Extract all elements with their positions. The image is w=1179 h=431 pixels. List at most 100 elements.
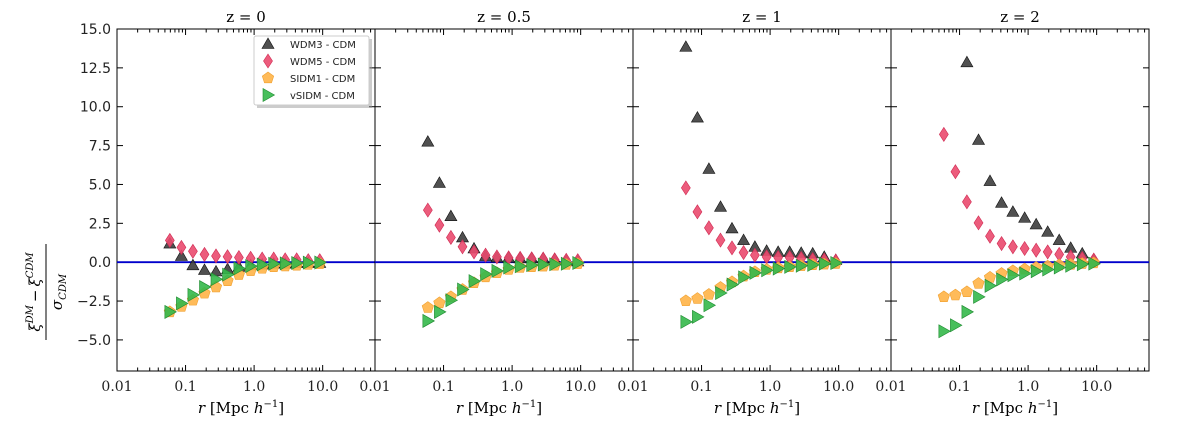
series-sidm1-cdm (937, 256, 1100, 303)
y-tick-label: 10.0 (80, 100, 111, 116)
data-point (291, 255, 304, 270)
data-point (938, 126, 949, 142)
data-point (692, 309, 705, 324)
data-point (971, 133, 986, 145)
data-point (738, 270, 751, 285)
data-point (197, 263, 212, 275)
data-point (446, 229, 456, 246)
data-point (1053, 260, 1067, 275)
y-axis-label: ξDM−ξCDM σCDM (25, 244, 69, 340)
x-axis-label: r [Mpc h−1] (714, 399, 800, 417)
legend-item: WDM5 - CDM (263, 53, 356, 69)
data-point (1042, 244, 1053, 260)
ylabel-sigma: σ (48, 299, 66, 310)
data-point (984, 278, 998, 293)
series-wdm5-cdm (422, 202, 583, 269)
data-point (469, 244, 479, 260)
x-axis-label: r [Mpc h−1] (456, 399, 542, 417)
data-point (245, 259, 258, 274)
y-tick-label: 2.5 (89, 216, 111, 232)
data-point (444, 209, 458, 221)
data-point (199, 246, 210, 262)
data-point (737, 233, 751, 245)
axes-frame (890, 28, 1150, 372)
y-tick-label: 0.0 (89, 255, 111, 271)
x-tick-label: 0.01 (359, 379, 390, 395)
data-point (727, 240, 737, 256)
data-point (268, 256, 281, 271)
x-tick-label: 10.0 (823, 379, 854, 395)
panel-title: z = 0 (226, 8, 266, 26)
ylabel-xi-cdm: ξ (26, 278, 44, 287)
data-point (772, 261, 786, 276)
legend-label: SIDM1 - CDM (290, 74, 355, 85)
plot-area (375, 135, 633, 328)
series-vsidm-cdm (680, 255, 843, 329)
data-point (314, 255, 327, 270)
svg-text:ξDM−ξCDM: ξDM−ξCDM (25, 252, 44, 332)
data-point (1065, 258, 1078, 273)
legend-item: vSIDM - CDM (262, 87, 355, 103)
data-point (950, 318, 963, 333)
panel-title: z = 0.5 (477, 8, 531, 26)
data-point (445, 293, 459, 308)
panel-2: z = 0.5 0.01 0.1 1.0 10.0 r [Mpc h−1] (359, 8, 634, 417)
data-point (713, 200, 728, 212)
data-point (1041, 225, 1055, 237)
data-point (937, 290, 950, 303)
data-point (830, 255, 843, 270)
data-point (702, 162, 716, 174)
x-tick-label: 0.01 (875, 379, 906, 395)
data-point (690, 111, 704, 123)
data-point (972, 277, 985, 289)
data-point (1029, 217, 1043, 230)
data-point (210, 272, 224, 287)
data-point (222, 249, 233, 265)
data-point (176, 239, 187, 255)
data-point (176, 296, 189, 311)
x-tick-label: 1.0 (501, 379, 523, 395)
data-point (468, 274, 482, 289)
x-axis-label: r [Mpc h−1] (972, 399, 1058, 417)
data-point (962, 194, 972, 210)
legend-item: SIDM1 - CDM (261, 71, 355, 85)
data-point (704, 220, 714, 236)
series-wdm3-cdm (421, 135, 585, 267)
data-point (680, 180, 691, 196)
data-point (433, 296, 446, 309)
data-point (738, 244, 749, 261)
x-tick-label: 10.0 (1081, 379, 1112, 395)
series-wdm5-cdm (938, 126, 1099, 268)
x-tick-label: 10.0 (307, 379, 338, 395)
data-point (703, 298, 717, 313)
data-point (1018, 211, 1032, 223)
y-tick-label: −5.0 (77, 333, 111, 349)
data-point (164, 232, 175, 248)
data-point (302, 255, 316, 270)
legend-marker-icon (261, 37, 275, 49)
panel-title: z = 1 (742, 8, 782, 26)
data-point (983, 174, 997, 186)
data-point (973, 215, 984, 231)
y-tick-label: 7.5 (89, 139, 111, 155)
panel-3: z = 1 0.01 0.1 1.0 10.0 r [Mpc h−1] (617, 8, 892, 417)
legend: WDM3 - CDM WDM5 - CDM SIDM1 - CDM vSIDM - C… (253, 35, 372, 108)
data-point (1088, 256, 1101, 271)
data-point (222, 267, 235, 282)
data-point (457, 282, 470, 297)
data-point (233, 261, 247, 276)
x-tick-label: 0.1 (432, 379, 454, 395)
series-vsidm-cdm (422, 255, 585, 328)
data-point (211, 248, 221, 264)
legend-box (253, 35, 370, 106)
data-point (1019, 266, 1032, 281)
data-point (725, 221, 739, 234)
data-point (199, 280, 212, 295)
data-point (950, 164, 961, 180)
data-point (996, 235, 1007, 252)
data-point (457, 239, 468, 255)
svg-text:σCDM: σCDM (48, 273, 69, 310)
data-point (256, 257, 270, 272)
series-wdm3-cdm (679, 40, 843, 265)
